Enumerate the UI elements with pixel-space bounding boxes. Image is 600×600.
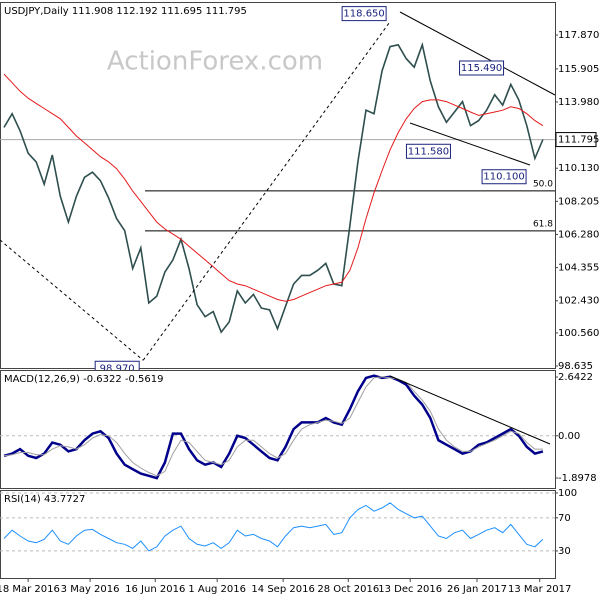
- last-price-box: [555, 132, 597, 148]
- fib-label: 61.8: [533, 219, 553, 229]
- y-tick-label: 113.980: [558, 97, 599, 108]
- y-tick-label: 100.560: [558, 328, 599, 339]
- x-tick-label: 13 Mar 2017: [508, 584, 571, 595]
- panel: [0, 490, 556, 579]
- panel-title: MACD(12,26,9) -0.6322 -0.5619: [4, 374, 164, 385]
- y-tick-label: 30: [558, 546, 571, 557]
- y-tick-label: 0.00: [558, 431, 580, 442]
- panel-title: RSI(14) 43.7727: [4, 494, 85, 505]
- channel-lower: [409, 122, 531, 166]
- x-tick-label: 16 Jun 2016: [125, 584, 185, 595]
- trend-line: [142, 21, 391, 361]
- annotation-label: 118.650: [343, 9, 384, 20]
- channel-upper: [399, 11, 555, 96]
- y-tick-label: 2.6422: [558, 372, 593, 383]
- panel-title: USDJPY,Daily 111.908 112.192 111.695 111…: [4, 6, 247, 17]
- y-tick-label: 117.870: [558, 30, 599, 41]
- plot-area: [0, 11, 555, 361]
- y-tick-label: 106.280: [558, 229, 599, 240]
- series-line: [3, 502, 544, 552]
- annotation-box: [405, 143, 451, 159]
- y-tick-label: 100: [558, 488, 577, 499]
- annotation-box: [341, 6, 387, 22]
- annotation-label: 115.490: [461, 63, 502, 74]
- y-tick-label: 70: [558, 513, 571, 524]
- series-line: [3, 41, 544, 334]
- series-line: [3, 376, 543, 477]
- annotation-box: [481, 169, 527, 185]
- macd-trend: [389, 375, 551, 445]
- y-tick-label: 104.355: [558, 263, 599, 274]
- y-tick-label: 108.205: [558, 196, 599, 207]
- last-price-label: 111.795: [558, 135, 599, 146]
- plot-area: [0, 492, 555, 552]
- panel: [0, 370, 556, 489]
- annotation-label: 110.100: [483, 172, 524, 183]
- x-tick-label: 1 Aug 2016: [188, 584, 246, 595]
- series-line: [3, 73, 544, 302]
- trend-line: [0, 239, 144, 361]
- y-tick-label: -1.8978: [558, 473, 597, 484]
- x-tick-label: 13 Dec 2016: [378, 584, 442, 595]
- annotation-label: 98.970: [100, 363, 135, 374]
- watermark: ActionForex.com: [107, 47, 323, 77]
- y-tick-label: 115.905: [558, 64, 599, 75]
- x-tick-label: 14 Sep 2016: [251, 584, 314, 595]
- y-tick-label: 110.130: [558, 163, 599, 174]
- y-tick-label: 98.635: [558, 361, 593, 372]
- plot-area: [0, 374, 555, 480]
- x-tick-label: 3 May 2016: [61, 584, 120, 595]
- fib-label: 50.0: [533, 179, 553, 189]
- x-tick-label: 26 Jan 2017: [447, 584, 507, 595]
- y-tick-label: 102.430: [558, 296, 599, 307]
- series-line: [3, 374, 544, 480]
- x-tick-label: 18 Mar 2016: [0, 584, 60, 595]
- annotation-box: [459, 60, 505, 76]
- annotation-label: 111.580: [408, 146, 449, 157]
- x-tick-label: 28 Oct 2016: [317, 584, 379, 595]
